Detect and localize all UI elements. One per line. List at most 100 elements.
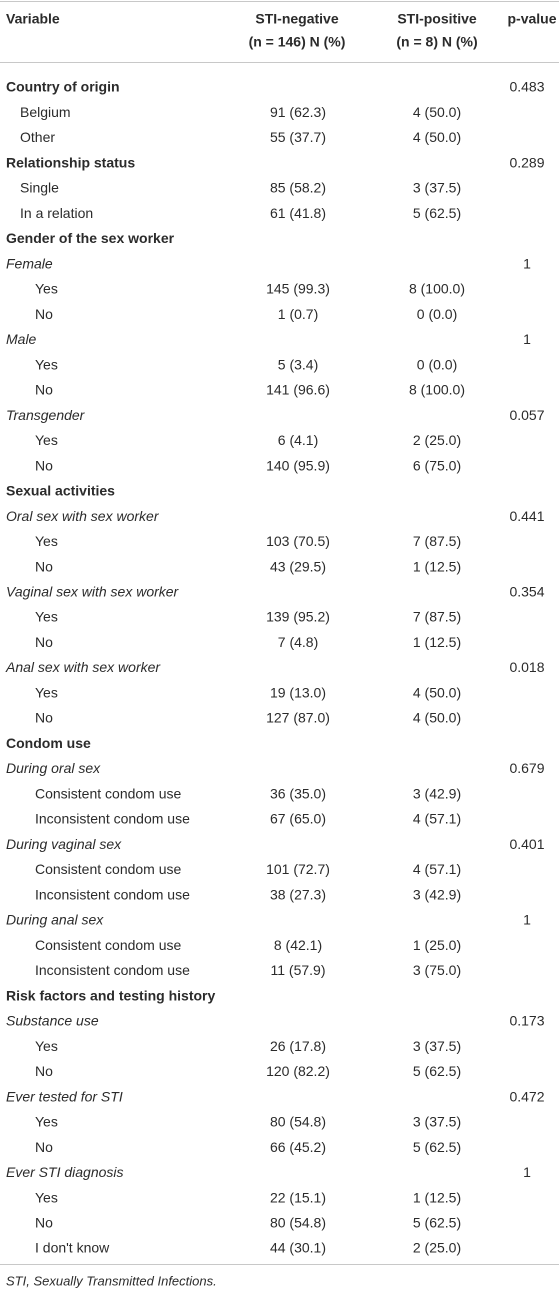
cell-positive: 1 (12.5) [413, 1189, 461, 1205]
row-variable: Inconsistent condom use [35, 811, 190, 827]
cell-p-value: 0.354 [509, 584, 544, 600]
cell-positive: 2 (25.0) [413, 1240, 461, 1256]
cell-negative: 80 (54.8) [270, 1215, 326, 1231]
cell-p-value: 0.472 [509, 1088, 544, 1104]
cell-positive: 8 (100.0) [409, 281, 465, 297]
header-negative: STI-negative [255, 11, 338, 27]
cell-positive: 3 (37.5) [413, 180, 461, 196]
row-variable: Sexual activities [6, 483, 115, 499]
cell-negative: 103 (70.5) [266, 533, 330, 549]
cell-positive: 5 (62.5) [413, 205, 461, 221]
cell-p-value: 0.018 [509, 659, 544, 675]
cell-negative: 145 (99.3) [266, 281, 330, 297]
row-variable: Inconsistent condom use [35, 886, 190, 902]
cell-positive: 3 (37.5) [413, 1114, 461, 1130]
cell-positive: 3 (42.9) [413, 886, 461, 902]
row-variable: Yes [35, 1038, 58, 1054]
row-variable: Inconsistent condom use [35, 962, 190, 978]
row-variable: I don't know [35, 1240, 110, 1256]
cell-p-value: 1 [523, 1164, 531, 1180]
cell-negative: 85 (58.2) [270, 180, 326, 196]
header-positive: STI-positive [397, 11, 477, 27]
cell-negative: 120 (82.2) [266, 1063, 330, 1079]
cell-positive: 5 (62.5) [413, 1063, 461, 1079]
cell-positive: 4 (50.0) [413, 684, 461, 700]
cell-negative: 139 (95.2) [266, 609, 330, 625]
row-variable: Vaginal sex with sex worker [6, 584, 180, 600]
cell-negative: 101 (72.7) [266, 861, 330, 877]
row-variable: Relationship status [6, 154, 135, 170]
cell-positive: 1 (12.5) [413, 634, 461, 650]
cell-p-value: 0.483 [509, 79, 544, 95]
row-variable: Yes [35, 281, 58, 297]
row-variable: Ever STI diagnosis [6, 1164, 124, 1180]
row-variable: No [35, 1215, 53, 1231]
cell-negative: 38 (27.3) [270, 886, 326, 902]
row-variable: Country of origin [6, 79, 120, 95]
cell-negative: 44 (30.1) [270, 1240, 326, 1256]
row-variable: Oral sex with sex worker [6, 508, 160, 524]
row-variable: Yes [35, 533, 58, 549]
row-variable: Yes [35, 356, 58, 372]
row-variable: No [35, 382, 53, 398]
row-variable: Consistent condom use [35, 785, 182, 801]
row-variable: No [35, 457, 53, 473]
row-variable: Yes [35, 1114, 58, 1130]
header-negative-n: (n = 146) N (%) [249, 34, 346, 50]
cell-positive: 3 (42.9) [413, 785, 461, 801]
row-variable: No [35, 1139, 53, 1155]
row-variable: Consistent condom use [35, 937, 182, 953]
cell-positive: 2 (25.0) [413, 432, 461, 448]
cell-negative: 36 (35.0) [270, 785, 326, 801]
row-variable: Condom use [6, 735, 91, 751]
cell-negative: 127 (87.0) [266, 710, 330, 726]
cell-negative: 67 (65.0) [270, 811, 326, 827]
row-variable: In a relation [20, 205, 93, 221]
cell-negative: 11 (57.9) [271, 962, 326, 978]
cell-negative: 91 (62.3) [270, 104, 326, 120]
cell-p-value: 1 [523, 255, 531, 271]
cell-negative: 140 (95.9) [266, 457, 330, 473]
cell-positive: 4 (57.1) [413, 861, 461, 877]
row-variable: Consistent condom use [35, 861, 182, 877]
footnote: STI, Sexually Transmitted Infections. [6, 1273, 217, 1288]
row-variable: No [35, 558, 53, 574]
cell-positive: 7 (87.5) [413, 609, 461, 625]
cell-p-value: 0.679 [509, 760, 544, 776]
cell-negative: 1 (0.7) [278, 306, 318, 322]
cell-positive: 5 (62.5) [413, 1139, 461, 1155]
cell-negative: 80 (54.8) [270, 1114, 326, 1130]
row-variable: Other [20, 129, 55, 145]
cell-positive: 4 (50.0) [413, 129, 461, 145]
row-variable: Risk factors and testing history [6, 987, 215, 1003]
cell-positive: 6 (75.0) [413, 457, 461, 473]
cell-negative: 8 (42.1) [274, 937, 322, 953]
row-variable: Anal sex with sex worker [5, 659, 161, 675]
cell-positive: 3 (75.0) [413, 962, 461, 978]
cell-negative: 43 (29.5) [270, 558, 326, 574]
cell-negative: 5 (3.4) [278, 356, 318, 372]
cell-negative: 22 (15.1) [270, 1189, 326, 1205]
row-variable: No [35, 634, 53, 650]
header-p: p-value [507, 11, 556, 27]
row-variable: Ever tested for STI [6, 1088, 123, 1104]
cell-p-value: 0.173 [509, 1013, 544, 1029]
cell-positive: 0 (0.0) [417, 306, 457, 322]
cell-positive: 4 (50.0) [413, 104, 461, 120]
row-variable: Yes [35, 1189, 58, 1205]
row-variable: Yes [35, 609, 58, 625]
cell-positive: 1 (12.5) [413, 558, 461, 574]
cell-negative: 6 (4.1) [278, 432, 318, 448]
cell-positive: 5 (62.5) [413, 1215, 461, 1231]
cell-positive: 1 (25.0) [413, 937, 461, 953]
row-variable: Transgender [6, 407, 86, 423]
cell-p-value: 1 [523, 331, 531, 347]
cell-negative: 66 (45.2) [270, 1139, 326, 1155]
row-variable: During vaginal sex [6, 836, 122, 852]
row-variable: During anal sex [6, 912, 104, 928]
cell-negative: 19 (13.0) [270, 684, 326, 700]
row-variable: Female [6, 255, 53, 271]
cell-positive: 4 (50.0) [413, 710, 461, 726]
row-variable: Male [6, 331, 37, 347]
